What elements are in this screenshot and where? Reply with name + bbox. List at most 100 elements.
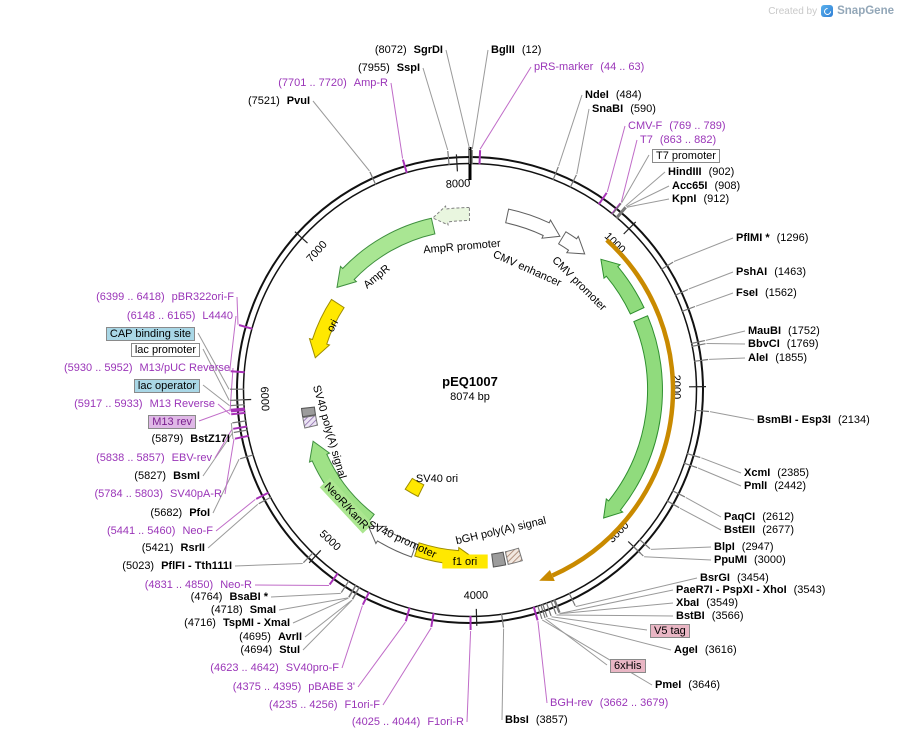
leader-tspmi-xmai bbox=[292, 597, 349, 624]
leader-pmli bbox=[697, 467, 742, 487]
site-label-sv40pa-r[interactable]: (5784 .. 5803) SV40pA-R bbox=[95, 488, 222, 500]
feature-sv40-ori[interactable] bbox=[404, 477, 425, 498]
site-label-stui[interactable]: (4694) StuI bbox=[240, 644, 300, 656]
site-label-fsei[interactable]: FseI (1562) bbox=[736, 287, 797, 299]
feature-sv40-polya-box-1[interactable] bbox=[302, 414, 319, 429]
site-label-xbai[interactable]: XbaI (3549) bbox=[676, 597, 738, 609]
site-label-ndei[interactable]: NdeI (484) bbox=[585, 89, 642, 101]
leader-sv40pro-f bbox=[341, 605, 363, 669]
site-label-pmei[interactable]: PmeI (3646) bbox=[655, 679, 720, 691]
feature-bgh-polya-box-2[interactable] bbox=[491, 551, 507, 568]
site-label-t7[interactable]: T7 (863 .. 882) bbox=[640, 134, 716, 146]
site-label-bglii[interactable]: BglII (12) bbox=[491, 44, 541, 56]
site-label-sv40pro-f[interactable]: (4623 .. 4642) SV40pro-F bbox=[210, 662, 339, 674]
site-label-bsteii[interactable]: BstEII (2677) bbox=[724, 524, 794, 536]
site-label-neo-r[interactable]: (4831 .. 4850) Neo-R bbox=[145, 579, 252, 591]
site-label-pbr322ori-f[interactable]: (6399 .. 6418) pBR322ori-F bbox=[96, 291, 234, 303]
feature-insert-cds[interactable] bbox=[602, 315, 663, 519]
site-position: (5784 .. 5803) bbox=[94, 488, 164, 500]
site-label-pmli[interactable]: PmlI (2442) bbox=[744, 480, 806, 492]
feature-label-ori[interactable]: ori bbox=[325, 318, 341, 334]
site-label-xcmi[interactable]: XcmI (2385) bbox=[744, 467, 809, 479]
site-label-bbvci[interactable]: BbvCI (1769) bbox=[748, 338, 819, 350]
site-position: (3566) bbox=[711, 610, 744, 622]
leader-bsrgi bbox=[575, 577, 698, 608]
leader-fsei bbox=[695, 292, 734, 307]
feature-cmv-promoter[interactable] bbox=[557, 231, 586, 255]
site-position: (1463) bbox=[774, 266, 806, 278]
feature-ampr[interactable] bbox=[336, 217, 436, 289]
site-label-bsrgi[interactable]: BsrGI (3454) bbox=[700, 572, 769, 584]
site-label-amp-r[interactable]: (7701 .. 7720) Amp-R bbox=[278, 77, 388, 89]
site-label-f1ori-r[interactable]: (4025 .. 4044) F1ori-R bbox=[352, 716, 464, 728]
site-label-sspi[interactable]: (7955) SspI bbox=[358, 62, 420, 74]
site-label-sgrdi[interactable]: (8072) SgrDI bbox=[375, 44, 443, 56]
site-tick-bsteii bbox=[666, 500, 680, 509]
site-position: (3662 .. 3679) bbox=[599, 697, 669, 709]
feature-ampr-promoter[interactable] bbox=[431, 205, 471, 226]
site-label-neo-f[interactable]: (5441 .. 5460) Neo-F bbox=[107, 525, 213, 537]
feature-ori[interactable] bbox=[308, 298, 345, 359]
site-label-bstz17i[interactable]: (5879) BstZ17I bbox=[151, 433, 230, 445]
feature-transcript-arc[interactable] bbox=[551, 238, 676, 578]
site-label-m13-puc-reverse[interactable]: (5930 .. 5952) M13/pUC Reverse bbox=[64, 362, 230, 374]
site-label-cmv-f[interactable]: CMV-F (769 .. 789) bbox=[628, 120, 726, 132]
site-label-tspmi-xmai[interactable]: (4716) TspMI - XmaI bbox=[184, 617, 290, 629]
site-label-ebv-rev[interactable]: (5838 .. 5857) EBV-rev bbox=[96, 452, 212, 464]
site-label-bsmbi-esp3i[interactable]: BsmBI - Esp3I (2134) bbox=[757, 414, 870, 426]
site-label-bbsi[interactable]: BbsI (3857) bbox=[505, 714, 568, 726]
site-label-pvui[interactable]: (7521) PvuI bbox=[248, 95, 310, 107]
feature-insert-cds-upstream[interactable] bbox=[600, 258, 645, 315]
feature-sv40-promoter[interactable] bbox=[367, 525, 417, 558]
site-label-l4440[interactable]: (6148 .. 6165) L4440 bbox=[127, 310, 233, 322]
site-label-pflfi-tth111i[interactable]: (5023) PflFI - Tth111I bbox=[122, 560, 232, 572]
site-position: (902) bbox=[708, 166, 735, 178]
site-label-paqci[interactable]: PaqCI (2612) bbox=[724, 511, 794, 523]
site-label-lac-promoter[interactable]: lac promoter bbox=[130, 343, 200, 357]
site-label-acc65i[interactable]: Acc65I (908) bbox=[672, 180, 740, 192]
feature-cmv-enhancer[interactable] bbox=[505, 208, 561, 239]
feature-sv40-polya-box-2[interactable] bbox=[300, 406, 317, 418]
leader-t7 bbox=[620, 139, 638, 203]
site-label-kpni[interactable]: KpnI (912) bbox=[672, 193, 729, 205]
site-name: BsaBI * bbox=[229, 591, 268, 603]
feature-bgh-polya-box-1[interactable] bbox=[504, 547, 523, 565]
site-label-pbabe-3[interactable]: (4375 .. 4395) pBABE 3' bbox=[233, 681, 355, 693]
site-label-pshai[interactable]: PshAI (1463) bbox=[736, 266, 806, 278]
feature-label-sv40-ori[interactable]: SV40 ori bbox=[416, 473, 458, 485]
site-name: KpnI bbox=[672, 193, 697, 205]
site-label-bgh-rev[interactable]: BGH-rev (3662 .. 3679) bbox=[550, 697, 668, 709]
site-label-maubi[interactable]: MauBI (1752) bbox=[748, 325, 820, 337]
site-label-snabi[interactable]: SnaBI (590) bbox=[592, 103, 656, 115]
site-label-paer7i-pspxi-xhoi[interactable]: PaeR7I - PspXI - XhoI (3543) bbox=[676, 584, 825, 596]
site-label-agei[interactable]: AgeI (3616) bbox=[674, 644, 737, 656]
site-label-v5-tag[interactable]: V5 tag bbox=[650, 624, 690, 638]
site-label-ppumi[interactable]: PpuMI (3000) bbox=[714, 554, 786, 566]
feature-label-f1-ori[interactable]: f1 ori bbox=[442, 554, 488, 569]
site-tick-pbabe-3 bbox=[404, 607, 411, 622]
site-name: RsrII bbox=[180, 542, 205, 554]
site-label-blpi[interactable]: BlpI (2947) bbox=[714, 541, 774, 553]
site-label-bstbi[interactable]: BstBI (3566) bbox=[676, 610, 744, 622]
site-label-alei[interactable]: AleI (1855) bbox=[748, 352, 807, 364]
site-label-prs-marker[interactable]: pRS-marker (44 .. 63) bbox=[534, 61, 644, 73]
site-label-lac-operator[interactable]: lac operator bbox=[133, 379, 200, 393]
site-label-rsrii[interactable]: (5421) RsrII bbox=[142, 542, 205, 554]
site-label-bsmi[interactable]: (5827) BsmI bbox=[134, 470, 200, 482]
site-label-m13-rev[interactable]: M13 rev bbox=[148, 415, 196, 429]
site-label-avrii[interactable]: (4695) AvrII bbox=[239, 631, 302, 643]
site-label-smai[interactable]: (4718) SmaI bbox=[211, 604, 276, 616]
site-label-pflmi[interactable]: PflMI * (1296) bbox=[736, 232, 808, 244]
site-label-hindiii[interactable]: HindIII (902) bbox=[668, 166, 734, 178]
site-name: SV40pro-F bbox=[285, 662, 339, 674]
site-tick-smai bbox=[348, 584, 357, 598]
site-label-6xhis[interactable]: 6xHis bbox=[610, 659, 646, 673]
site-label-cap-binding-site[interactable]: CAP binding site bbox=[105, 327, 195, 341]
site-label-t7-promoter[interactable]: T7 promoter bbox=[652, 149, 720, 163]
site-label-f1ori-f[interactable]: (4235 .. 4256) F1ori-F bbox=[269, 699, 380, 711]
site-label-m13-reverse[interactable]: (5917 .. 5933) M13 Reverse bbox=[74, 398, 215, 410]
site-name: T7 promoter bbox=[656, 150, 716, 162]
site-tick-pmei bbox=[537, 605, 543, 620]
site-label-pfoi[interactable]: (5682) PfoI bbox=[150, 507, 210, 519]
site-label-bsabi[interactable]: (4764) BsaBI * bbox=[191, 591, 268, 603]
